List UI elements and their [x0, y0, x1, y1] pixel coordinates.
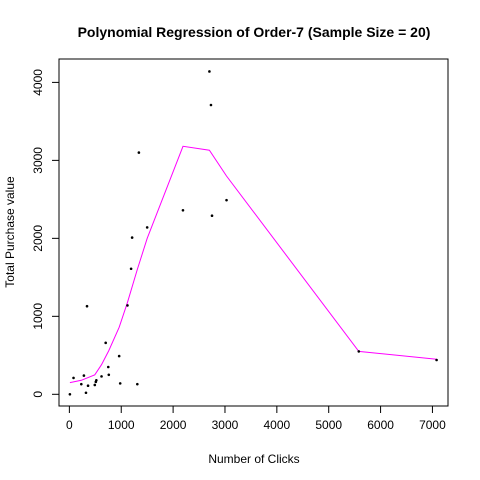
data-point-28 — [435, 358, 438, 362]
data-point-5 — [85, 304, 89, 308]
data-point-15 — [118, 382, 122, 385]
y-axis: 0 1000 2000 3000 4000 — [31, 69, 60, 398]
fit-layer — [69, 145, 437, 384]
data-point-24 — [209, 103, 213, 107]
data-point-12 — [106, 365, 110, 369]
y-tick-label-3: 3000 — [31, 147, 45, 174]
y-tick-label-2: 2000 — [31, 225, 45, 252]
y-axis-label: Total Purchase value — [3, 176, 17, 288]
points-layer — [68, 70, 438, 396]
data-point-14 — [117, 354, 121, 358]
plot-frame — [58, 58, 449, 407]
y-tick-label-4: 4000 — [31, 69, 45, 96]
data-point-0 — [68, 393, 72, 396]
x-axis-label: Number of Clicks — [208, 452, 299, 466]
data-point-20 — [137, 151, 141, 154]
data-point-6 — [86, 384, 90, 388]
data-point-9 — [95, 378, 98, 382]
data-point-11 — [104, 341, 107, 345]
x-tick-label-2: 2000 — [160, 418, 187, 432]
data-point-10 — [100, 375, 103, 378]
data-point-1 — [72, 376, 75, 380]
fit-line — [69, 145, 437, 384]
x-tick-label-0: 0 — [66, 418, 73, 432]
x-tick-label-1: 1000 — [108, 418, 135, 432]
data-point-19 — [136, 382, 139, 386]
data-point-16 — [126, 304, 129, 307]
x-tick-label-4: 4000 — [263, 418, 290, 432]
data-point-17 — [129, 267, 133, 271]
x-tick-label-3: 3000 — [212, 418, 239, 432]
x-axis: 0 1000 2000 3000 4000 5000 6000 7000 — [66, 405, 446, 432]
data-point-23 — [208, 70, 211, 73]
data-point-21 — [145, 226, 149, 229]
y-tick-label-1: 1000 — [31, 303, 45, 330]
data-point-22 — [181, 208, 185, 212]
data-point-2 — [80, 382, 83, 386]
chart-title: Polynomial Regression of Order-7 (Sample… — [78, 24, 431, 40]
data-point-4 — [84, 391, 88, 395]
data-point-3 — [82, 374, 86, 377]
data-point-13 — [107, 373, 111, 377]
data-point-27 — [357, 350, 361, 353]
data-point-7 — [93, 383, 97, 387]
data-point-18 — [130, 236, 134, 239]
y-tick-label-0: 0 — [31, 391, 45, 398]
x-tick-label-6: 6000 — [367, 418, 394, 432]
data-point-25 — [210, 214, 214, 218]
data-point-26 — [225, 198, 228, 202]
x-tick-label-5: 5000 — [315, 418, 342, 432]
x-tick-label-7: 7000 — [419, 418, 446, 432]
